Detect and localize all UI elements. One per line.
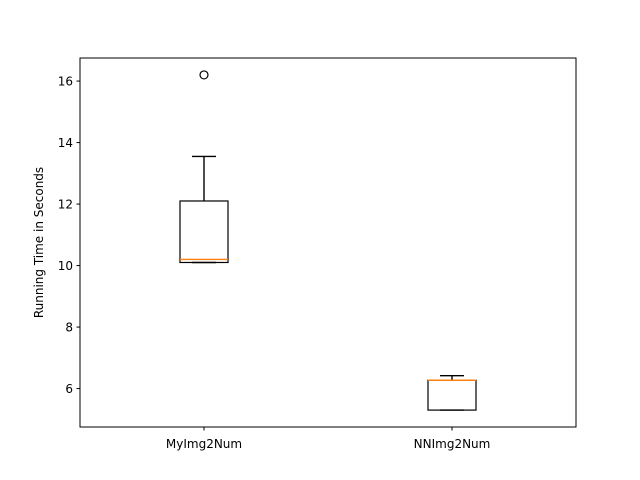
box-group-1	[179, 70, 229, 264]
y-tick-label: 12	[58, 198, 73, 212]
y-tick-label: 14	[58, 136, 73, 150]
y-axis: 6 8 10 12 14 16	[58, 75, 80, 396]
box-body	[179, 200, 229, 264]
y-tick-label: 8	[65, 321, 73, 335]
box-group-2	[427, 374, 477, 411]
y-tick-label: 10	[58, 259, 73, 273]
plot-area	[179, 70, 477, 411]
y-tick-label: 16	[58, 75, 73, 89]
y-axis-label: Running Time in Seconds	[32, 167, 46, 318]
x-tick-label: MyImg2Num	[166, 437, 242, 451]
y-tick-label: 6	[65, 382, 73, 396]
x-tick-label: NNImg2Num	[414, 437, 491, 451]
x-axis: MyImg2Num NNImg2Num	[166, 427, 490, 451]
axes-frame	[79, 57, 577, 428]
outlier-point	[199, 70, 209, 80]
